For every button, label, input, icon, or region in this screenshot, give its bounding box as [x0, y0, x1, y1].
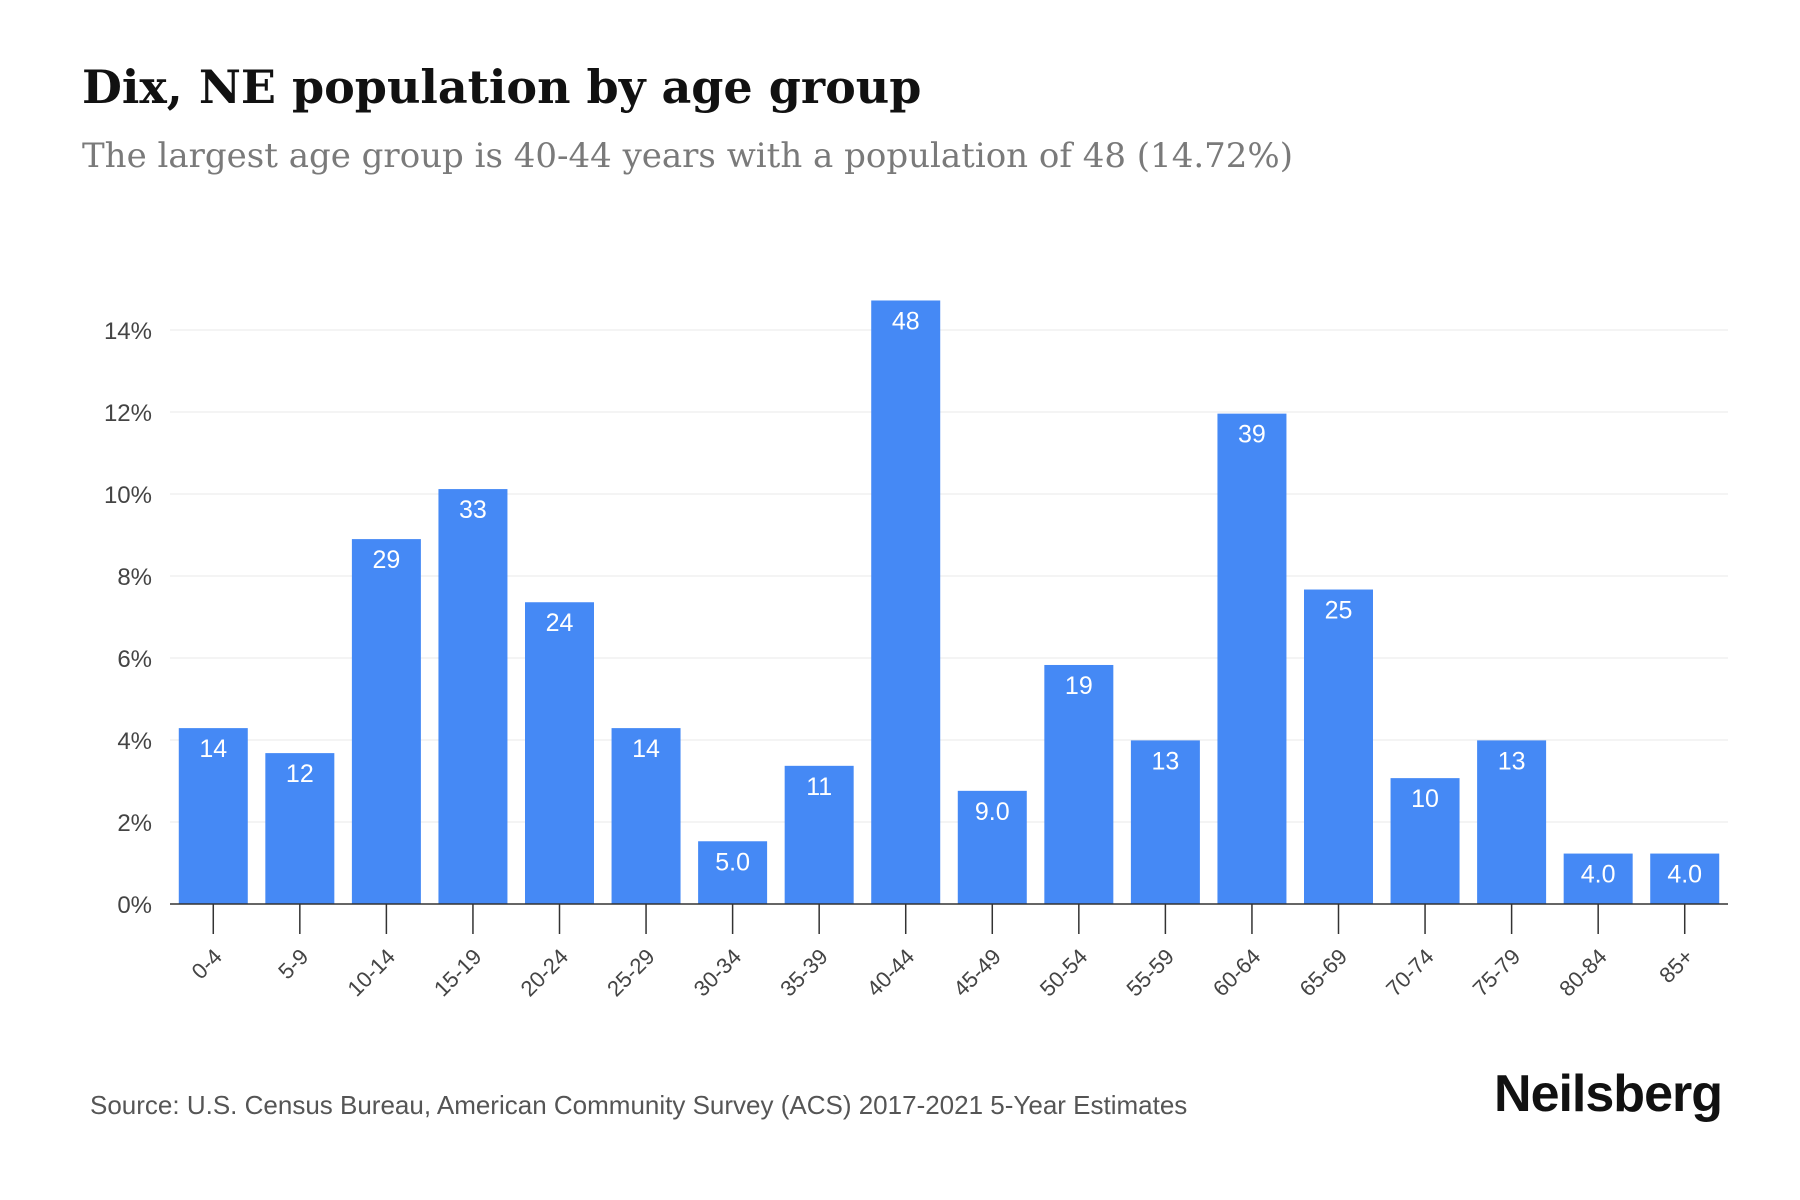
bar-value-label: 10	[1411, 785, 1439, 813]
bar-value-label: 9.0	[975, 798, 1010, 826]
x-category-label: 80-84	[1554, 944, 1611, 1001]
brand-logo: Neilsberg	[1494, 1065, 1723, 1123]
bar	[1217, 413, 1287, 904]
bar-value-label: 14	[632, 735, 660, 763]
bar	[351, 539, 421, 904]
x-category-label: 55-59	[1121, 944, 1178, 1001]
x-category-label: 15-19	[429, 944, 486, 1001]
x-category-label: 10-14	[342, 944, 399, 1001]
x-category-label: 45-49	[948, 944, 1005, 1001]
x-category-label: 40-44	[862, 944, 919, 1001]
bar-value-label: 14	[199, 735, 227, 763]
y-tick-label: 4%	[117, 728, 152, 755]
y-tick-label: 12%	[104, 400, 152, 427]
x-category-label: 30-34	[689, 944, 746, 1001]
bar-value-label: 39	[1238, 421, 1266, 449]
y-tick-label: 2%	[117, 810, 152, 837]
bar	[1650, 853, 1720, 904]
y-tick-label: 14%	[104, 318, 152, 345]
bar	[525, 602, 594, 904]
bar	[265, 753, 335, 904]
bar-chart: 0% 2% 4% 6% 8% 10% 12% 14% 14 0-4 12 5-9 29 10-14 33 15…	[104, 300, 1728, 1001]
x-category-label: 0-4	[187, 944, 227, 984]
x-category-label: 60-64	[1208, 944, 1265, 1001]
bar-value-label: 48	[892, 307, 920, 335]
bar	[438, 489, 508, 904]
bar-value-label: 11	[806, 773, 832, 801]
bar	[698, 841, 768, 904]
chart-title: Dix, NE population by age group	[82, 60, 922, 114]
x-category-label: 20-24	[516, 944, 573, 1001]
bar	[611, 728, 681, 904]
x-category-label: 5-9	[273, 944, 313, 984]
source-note: Source: U.S. Census Bureau, American Com…	[90, 1090, 1188, 1120]
y-tick-label: 6%	[117, 646, 152, 673]
bar-value-label: 13	[1498, 747, 1526, 775]
bar	[784, 765, 854, 904]
bar	[178, 728, 248, 904]
x-category-label: 35-39	[775, 944, 832, 1001]
bar-value-label: 4.0	[1581, 861, 1616, 889]
bar-value-label: 19	[1065, 672, 1093, 700]
bar	[1130, 740, 1200, 904]
x-category-label: 75-79	[1468, 944, 1525, 1001]
bar	[957, 790, 1027, 904]
x-category-label: 50-54	[1035, 944, 1092, 1001]
y-tick-label: 0%	[117, 892, 152, 919]
x-category-label: 65-69	[1295, 944, 1352, 1001]
x-category-label: 70-74	[1381, 944, 1438, 1001]
y-tick-label: 8%	[117, 564, 152, 591]
bar-value-label: 29	[372, 546, 400, 574]
bar-value-label: 33	[459, 496, 487, 524]
chart-subtitle: The largest age group is 40-44 years wit…	[82, 136, 1293, 176]
bar-value-label: 4.0	[1667, 861, 1702, 889]
bar	[1044, 664, 1114, 904]
bar-value-label: 13	[1151, 747, 1179, 775]
bar-value-label: 25	[1325, 597, 1353, 625]
bar	[1563, 853, 1633, 904]
bar-value-label: 24	[546, 609, 574, 637]
bar	[1304, 589, 1373, 904]
bar	[1390, 778, 1460, 904]
x-category-label: 85+	[1654, 944, 1698, 988]
bar	[1477, 740, 1547, 904]
bar-value-label: 5.0	[715, 848, 750, 876]
bar	[871, 300, 941, 905]
y-tick-label: 10%	[104, 482, 152, 509]
bar-value-label: 12	[286, 760, 314, 788]
x-category-label: 25-29	[602, 944, 659, 1001]
